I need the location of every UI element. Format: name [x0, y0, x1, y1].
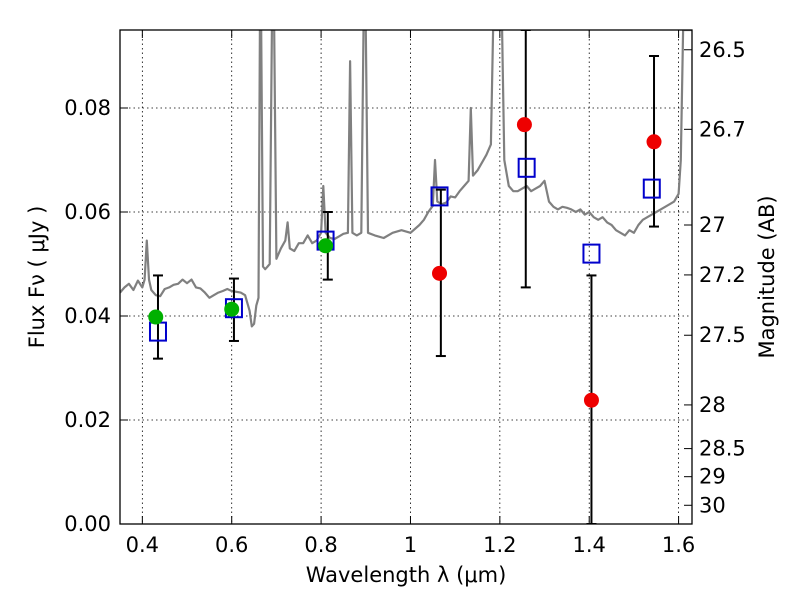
green-point-marker: [224, 301, 240, 317]
mag-tick-label: 27.5: [699, 323, 746, 347]
model-square-marker: [582, 243, 601, 264]
mag-tick-label: 28.5: [699, 437, 746, 461]
model-square-marker: [517, 157, 536, 178]
x-tick-label: 1.6: [662, 533, 695, 557]
axis-ticks: 0.4 0.6 0.8 1 1.2 1.4 1.6 0.00 0.02 0.04 0.06 0.08 2…: [64, 30, 746, 557]
x-tick-label: 0.8: [304, 533, 337, 557]
mag-tick-label: 29: [699, 465, 726, 489]
mag-tick-label: 28: [699, 393, 726, 417]
y2-axis-label: Magnitude (AB): [755, 195, 779, 358]
plot-frame: [119, 29, 693, 525]
y-tick-label: 0.04: [64, 304, 111, 328]
red-point-marker: [516, 117, 532, 133]
spectrum-line: [120, 30, 692, 328]
spectrum-layer: [120, 30, 692, 328]
mag-tick-label: 27: [699, 213, 726, 237]
x-tick-label: 1.4: [573, 533, 606, 557]
x-tick-label: 1.2: [483, 533, 516, 557]
green-point-marker: [318, 238, 334, 254]
model-square-marker: [642, 178, 661, 199]
red-point-marker: [432, 265, 448, 281]
mag-tick-label: 30: [699, 493, 726, 517]
x-tick-label: 1: [404, 533, 417, 557]
x-tick-label: 0.6: [215, 533, 248, 557]
mag-tick-label: 26.5: [699, 38, 746, 62]
y-tick-label: 0.06: [64, 200, 111, 224]
y-tick-label: 0.00: [64, 512, 111, 536]
red-point-marker: [583, 392, 599, 408]
y-axis-label: Flux Fν ( μJy ): [25, 206, 49, 349]
y-tick-label: 0.02: [64, 408, 111, 432]
circle-marker-layer: [148, 117, 662, 408]
mag-tick-label: 26.7: [699, 117, 746, 141]
y-tick-label: 0.08: [64, 96, 111, 120]
grid: [120, 30, 692, 525]
red-point-marker: [646, 134, 662, 150]
x-tick-label: 0.4: [126, 533, 159, 557]
x-axis-label: Wavelength λ (μm): [306, 563, 507, 587]
green-point-marker: [148, 309, 164, 325]
model-square-marker: [430, 186, 449, 207]
mag-tick-label: 27.2: [699, 263, 746, 287]
errorbar-layer: [152, 30, 660, 524]
